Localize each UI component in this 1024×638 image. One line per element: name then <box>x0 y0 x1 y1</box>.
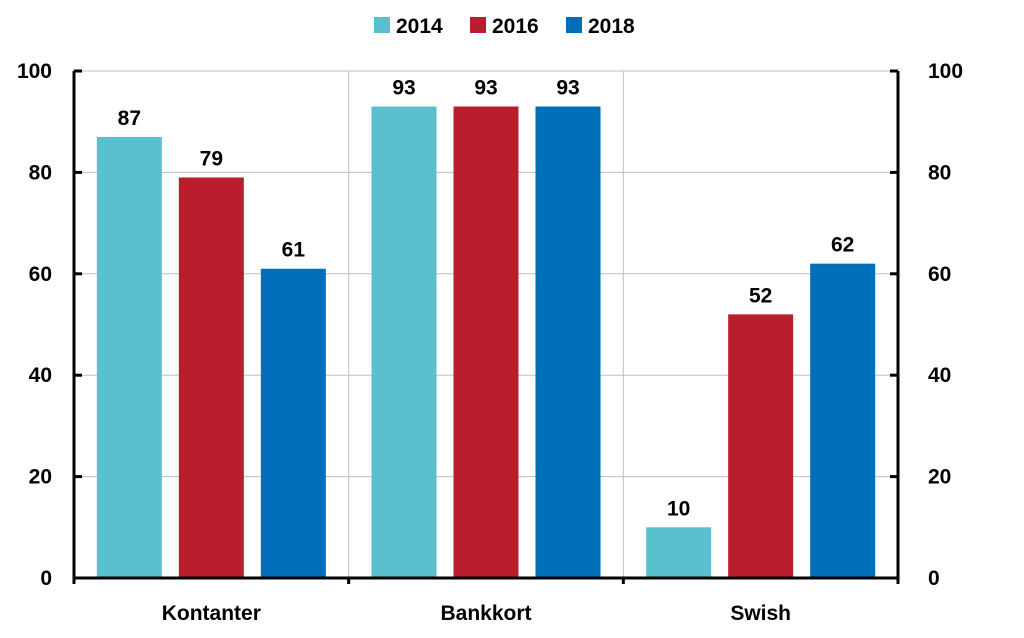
y-tick-label-left-80: 80 <box>29 161 52 184</box>
y-tick-label-left-0: 0 <box>40 567 52 590</box>
legend-label-2018: 2018 <box>588 15 635 38</box>
y-tick-label-right-40: 40 <box>928 364 951 387</box>
y-tick-label-right-20: 20 <box>928 466 951 489</box>
data-label-bankkort-2018: 93 <box>556 76 579 99</box>
legend-label-2016: 2016 <box>492 15 539 38</box>
legend-swatch-2018 <box>566 17 582 33</box>
bar-kontanter-2014 <box>96 136 162 578</box>
tick-labels: 0 20 40 60 80 100 0 20 40 60 80 100 <box>17 60 963 590</box>
legend-item-2018: 2018 <box>566 15 635 38</box>
bars <box>96 106 876 579</box>
legend-swatch-2016 <box>470 17 486 33</box>
axes <box>72 69 900 584</box>
data-label-kontanter-2016: 79 <box>200 147 223 170</box>
bar-swish-2016 <box>728 314 794 578</box>
data-label-swish-2014: 10 <box>667 497 690 520</box>
data-label-swish-2016: 52 <box>749 284 772 307</box>
y-tick-label-left-20: 20 <box>29 466 52 489</box>
bar-bankkort-2016 <box>453 106 519 579</box>
category-labels: Kontanter Bankkort Swish <box>162 602 791 625</box>
category-label-kontanter: Kontanter <box>162 602 261 625</box>
y-tick-label-right-80: 80 <box>928 161 951 184</box>
bar-kontanter-2016 <box>178 177 244 578</box>
category-label-swish: Swish <box>730 602 791 625</box>
data-label-kontanter-2014: 87 <box>118 107 141 130</box>
data-label-kontanter-2018: 61 <box>282 239 306 262</box>
y-tick-label-right-60: 60 <box>928 263 951 286</box>
y-tick-label-left-100: 100 <box>17 60 52 83</box>
y-tick-label-left-60: 60 <box>29 263 52 286</box>
bar-swish-2014 <box>646 527 712 578</box>
category-label-bankkort: Bankkort <box>440 602 531 625</box>
y-tick-label-right-0: 0 <box>928 567 940 590</box>
bar-swish-2018 <box>810 263 876 578</box>
data-label-swish-2018: 62 <box>831 234 854 257</box>
y-tick-label-right-100: 100 <box>928 60 963 83</box>
bar-bankkort-2014 <box>371 106 437 579</box>
legend-label-2014: 2014 <box>396 15 443 38</box>
legend-item-2014: 2014 <box>374 15 443 38</box>
bar-kontanter-2018 <box>260 268 326 578</box>
data-label-bankkort-2016: 93 <box>474 76 497 99</box>
legend-swatch-2014 <box>374 17 390 33</box>
legend: 2014 2016 2018 <box>374 15 635 38</box>
legend-item-2016: 2016 <box>470 15 539 38</box>
data-label-bankkort-2014: 93 <box>392 76 415 99</box>
data-labels: 87 79 61 93 93 93 10 52 62 <box>118 76 855 520</box>
bar-bankkort-2018 <box>535 106 601 579</box>
y-tick-label-left-40: 40 <box>29 364 52 387</box>
